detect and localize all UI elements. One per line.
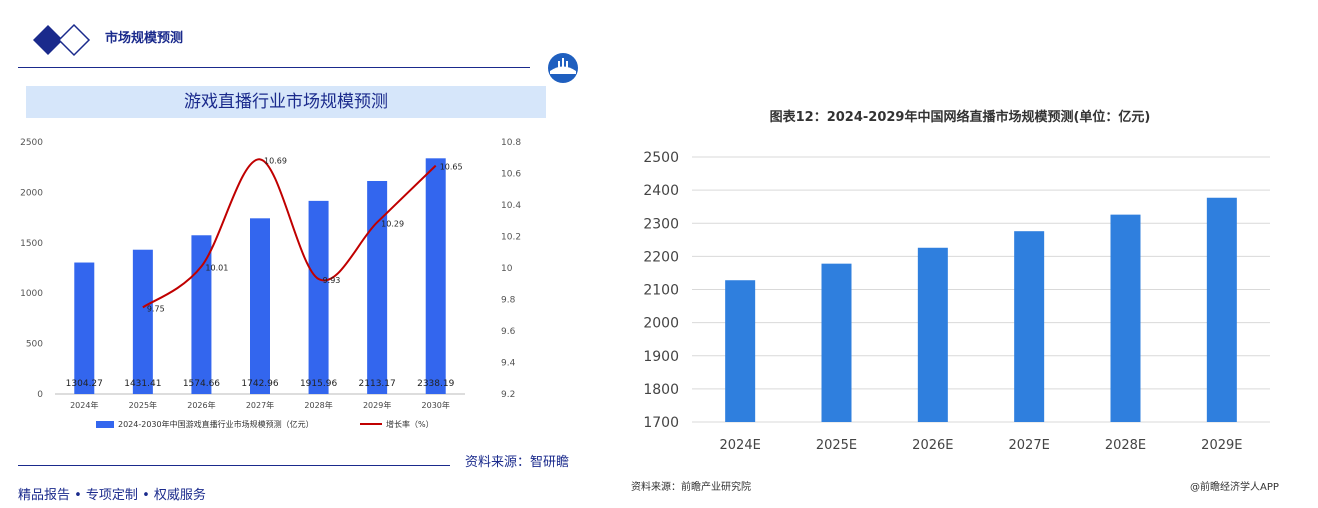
x-tick-label: 2028年 <box>304 400 332 410</box>
y2-tick-label: 9.6 <box>501 327 516 337</box>
x-tick-label: 2026年 <box>187 400 215 410</box>
bar-value-label: 2338.19 <box>417 379 454 389</box>
y-tick-label: 2200 <box>643 249 679 265</box>
bar <box>1110 214 1141 422</box>
y2-tick-label: 10.6 <box>501 170 521 180</box>
y-tick-label: 0 <box>37 390 43 400</box>
line-value-label: 10.65 <box>440 163 463 172</box>
y-tick-label: 500 <box>26 340 43 350</box>
bar <box>1206 197 1237 422</box>
x-tick-label: 2028E <box>1105 438 1146 453</box>
bar <box>917 247 948 422</box>
left-source: 资料来源：智研瞻 <box>465 455 570 470</box>
bar <box>74 262 95 394</box>
line-value-label: 10.29 <box>381 219 404 228</box>
y-tick-label: 1800 <box>643 382 679 398</box>
y-tick-label: 1000 <box>20 289 43 299</box>
right-credit: @前瞻经济学人APP <box>1190 482 1279 493</box>
y2-tick-label: 9.2 <box>501 390 515 400</box>
brand-logo-icon <box>548 53 578 83</box>
footer-slogan: 精品报告 • 专项定制 • 权威服务 <box>18 488 206 503</box>
y2-tick-label: 10.4 <box>501 201 521 211</box>
y-tick-label: 2000 <box>20 188 43 198</box>
line-value-label: 10.01 <box>205 263 228 272</box>
x-tick-label: 2030年 <box>422 400 450 410</box>
x-tick-label: 2025年 <box>129 400 157 410</box>
x-tick-label: 2025E <box>816 438 857 453</box>
right-source: 资料来源：前瞻产业研究院 <box>631 482 751 493</box>
bar-value-label: 1574.66 <box>183 379 220 389</box>
y-tick-label: 2500 <box>643 150 679 166</box>
header-title: 市场规模预测 <box>105 31 184 46</box>
bar-value-label: 2113.17 <box>359 379 396 389</box>
line-value-label: 9.75 <box>147 304 165 313</box>
y-tick-label: 2300 <box>643 216 679 232</box>
right-chart: 1700 1800 1900 2000 2100 2200 2300 2400 2500 2024… <box>643 150 1270 453</box>
y-tick-label: 2000 <box>643 316 679 332</box>
x-tick-label: 2026E <box>912 438 953 453</box>
y2-tick-label: 9.4 <box>501 359 516 369</box>
header-divider <box>18 67 530 68</box>
line-value-label: 9.93 <box>323 276 341 285</box>
chart-banner-title: 游戏直播行业市场规模预测 <box>184 92 388 112</box>
right-chart-title: 图表12：2024-2029年中国网络直播市场规模预测(单位：亿元) <box>769 110 1151 125</box>
y-tick-label: 2500 <box>20 138 43 148</box>
legend-label-line: 增长率（%） <box>386 419 434 429</box>
x-tick-label: 2029年 <box>363 400 391 410</box>
footer-divider <box>18 465 450 466</box>
y-tick-label: 2400 <box>643 183 679 199</box>
y2-tick-label: 10 <box>501 264 513 274</box>
bar <box>308 200 329 394</box>
bar-value-label: 1304.27 <box>66 379 103 389</box>
logo-diamonds <box>33 23 91 57</box>
y2-tick-label: 9.8 <box>501 296 516 306</box>
bar <box>821 263 852 422</box>
left-chart: 0 500 1000 1500 2000 2500 9.2 9.4 9.6 9.8 10 10.2 10… <box>20 138 521 429</box>
legend-label-bar: 2024-2030年中国游戏直播行业市场规模预测（亿元） <box>118 419 314 429</box>
bar <box>132 249 153 394</box>
bar-value-label: 1915.96 <box>300 379 337 389</box>
y-tick-label: 2100 <box>643 283 679 299</box>
legend-swatch-bar <box>96 421 114 428</box>
bar <box>1014 231 1045 422</box>
y2-tick-label: 10.8 <box>501 138 521 148</box>
x-tick-label: 2024年 <box>70 400 98 410</box>
x-tick-label: 2024E <box>720 438 761 453</box>
bar <box>725 280 756 422</box>
y2-tick-label: 10.2 <box>501 233 521 243</box>
bar <box>250 218 270 394</box>
chart-banner <box>26 86 546 118</box>
growth-rate-line <box>142 158 437 309</box>
line-value-label: 10.69 <box>264 156 287 165</box>
bar-value-label: 1431.41 <box>124 379 161 389</box>
x-tick-label: 2029E <box>1201 438 1242 453</box>
bar <box>425 158 446 394</box>
y-tick-label: 1900 <box>643 349 679 365</box>
x-tick-label: 2027E <box>1009 438 1050 453</box>
y-tick-label: 1700 <box>643 415 679 431</box>
y-tick-label: 1500 <box>20 239 43 249</box>
x-tick-label: 2027年 <box>246 400 274 410</box>
bar <box>191 235 212 394</box>
bar <box>367 180 388 394</box>
bar-value-label: 1742.96 <box>241 379 278 389</box>
